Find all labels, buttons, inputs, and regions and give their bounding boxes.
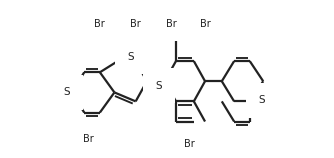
Text: Br: Br xyxy=(130,19,141,29)
Text: Br: Br xyxy=(83,134,94,144)
Text: Br: Br xyxy=(94,19,105,29)
Text: S: S xyxy=(258,95,265,105)
Text: S: S xyxy=(127,52,134,62)
Text: Br: Br xyxy=(200,19,210,29)
Text: Br: Br xyxy=(184,139,195,149)
Text: S: S xyxy=(63,87,70,97)
Text: S: S xyxy=(156,81,162,91)
Text: Br: Br xyxy=(166,19,176,29)
